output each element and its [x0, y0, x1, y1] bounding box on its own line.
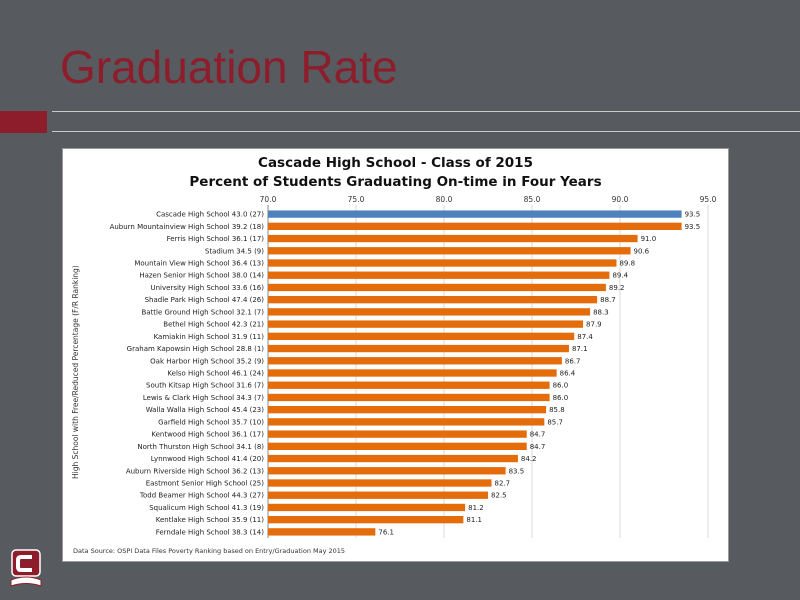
- data-label: 84.7: [530, 431, 546, 439]
- bar: [268, 430, 527, 438]
- category-label: Bethel High School 42.3 (21): [163, 321, 264, 329]
- data-label: 87.1: [572, 345, 588, 353]
- bar: [268, 283, 606, 292]
- data-label: 88.7: [600, 296, 616, 304]
- chart-title: Cascade High School - Class of 2015: [258, 155, 533, 171]
- x-tick-label: 70.0: [260, 195, 277, 204]
- x-tick-label: 95.0: [700, 195, 717, 204]
- category-label: Garfield High School 35.7 (10): [158, 418, 264, 426]
- category-label: Todd Beamer High School 44.3 (27): [139, 492, 264, 500]
- category-label: Shadle Park High School 47.4 (26): [145, 296, 265, 304]
- data-label: 82.5: [491, 492, 507, 500]
- data-source-note: Data Source: OSPI Data Files Poverty Ran…: [73, 547, 346, 555]
- category-label: Lynnwood High School 41.4 (20): [151, 455, 264, 463]
- data-label: 89.2: [609, 284, 625, 292]
- bar: [268, 503, 466, 512]
- data-label: 82.7: [495, 480, 511, 488]
- category-label: Kamiakin High School 31.9 (11): [154, 333, 265, 341]
- bar: [268, 467, 506, 475]
- category-label: Ferris High School 36.1 (17): [167, 235, 265, 243]
- data-label: 89.8: [619, 260, 635, 268]
- data-label: 86.4: [560, 370, 576, 378]
- data-label: 85.8: [549, 406, 565, 414]
- bar: [268, 308, 591, 316]
- bar: [268, 479, 492, 487]
- category-label: Oak Harbor High School 35.2 (9): [150, 357, 264, 365]
- data-label: 76.1: [378, 528, 394, 536]
- data-label: 83.5: [509, 467, 525, 475]
- title-divider-line-bottom: [52, 131, 800, 132]
- data-label: 93.5: [685, 211, 701, 219]
- category-label: Auburn Mountainview High School 39.2 (18…: [110, 223, 265, 231]
- bar: [268, 234, 638, 243]
- bar: [268, 210, 682, 218]
- bar: [268, 357, 562, 365]
- category-label: University High School 33.6 (16): [151, 284, 265, 292]
- slide-title: Graduation Rate: [60, 41, 398, 93]
- school-logo-icon: [10, 549, 42, 587]
- bar: [268, 516, 464, 524]
- bar: [268, 344, 569, 353]
- category-label: Stadium 34.5 (9): [205, 247, 264, 255]
- chart-subtitle: Percent of Students Graduating On-time i…: [189, 174, 602, 190]
- category-label: Eastmont Senior High School (25): [146, 480, 265, 488]
- category-label: Mountain View High School 36.4 (13): [134, 260, 264, 268]
- category-label: Kentwood High School 36.1 (17): [151, 431, 264, 439]
- category-label: Hazen Senior High School 38.0 (14): [139, 272, 264, 280]
- data-label: 84.2: [521, 455, 537, 463]
- y-axis-label: High School with Free/Reduced Percentage…: [71, 265, 80, 479]
- bar: [268, 406, 547, 414]
- data-label: 81.1: [466, 516, 482, 524]
- data-label: 87.9: [586, 321, 602, 329]
- data-label: 91.0: [641, 235, 657, 243]
- category-label: Cascade High School 43.0 (27): [156, 211, 264, 219]
- category-label: Graham Kapowsin High School 28.8 (1): [127, 345, 265, 353]
- category-label: Kelso High School 46.1 (24): [167, 370, 264, 378]
- category-label: Kentlake High School 35.9 (11): [156, 516, 265, 524]
- bar: [268, 259, 617, 267]
- bar: [268, 442, 527, 450]
- x-tick-label: 80.0: [436, 195, 453, 204]
- bar: [268, 296, 598, 304]
- category-label: Squalicum High School 41.3 (19): [149, 504, 264, 512]
- data-label: 85.7: [547, 418, 563, 426]
- data-label: 89.4: [612, 272, 628, 280]
- bar: [268, 247, 631, 255]
- bar: [268, 381, 550, 389]
- data-label: 93.5: [685, 223, 701, 231]
- category-label: South Kitsap High School 31.6 (7): [146, 382, 264, 390]
- data-label: 87.4: [577, 333, 593, 341]
- chart-panel: Cascade High School - Class of 2015 Perc…: [62, 148, 729, 562]
- category-label: Auburn Riverside High School 36.2 (13): [126, 467, 264, 475]
- bar: [268, 393, 550, 402]
- x-tick-label: 75.0: [348, 195, 365, 204]
- x-tick-label: 85.0: [524, 195, 541, 204]
- bar: [268, 320, 584, 328]
- data-label: 86.7: [565, 357, 581, 365]
- bar: [268, 369, 557, 377]
- category-label: North Thurston High School 34.1 (8): [137, 443, 264, 451]
- data-label: 84.7: [530, 443, 546, 451]
- data-label: 90.6: [634, 247, 650, 255]
- category-label: Ferndale High School 38.3 (14): [156, 528, 265, 536]
- bar: [268, 271, 610, 279]
- category-label: Lewis & Clark High School 34.3 (7): [143, 394, 264, 402]
- title-divider-accent: [0, 111, 47, 133]
- data-label: 81.2: [468, 504, 484, 512]
- category-label: Battle Ground High School 32.1 (7): [141, 308, 264, 316]
- bar: [268, 222, 682, 230]
- bar: [268, 332, 575, 340]
- x-tick-label: 90.0: [612, 195, 629, 204]
- bar: [268, 491, 488, 499]
- category-label: Walla Walla High School 45.4 (23): [146, 406, 265, 414]
- bar: [268, 418, 545, 426]
- bar: [268, 528, 376, 536]
- title-divider-line: [52, 111, 800, 112]
- bar: [268, 454, 518, 463]
- data-label: 86.0: [553, 382, 569, 390]
- data-label: 88.3: [593, 308, 609, 316]
- bar-chart: 70.0 75.0 80.0 85.0 90.0 95.0 Cascade High Sch…: [110, 195, 717, 538]
- data-label: 86.0: [553, 394, 569, 402]
